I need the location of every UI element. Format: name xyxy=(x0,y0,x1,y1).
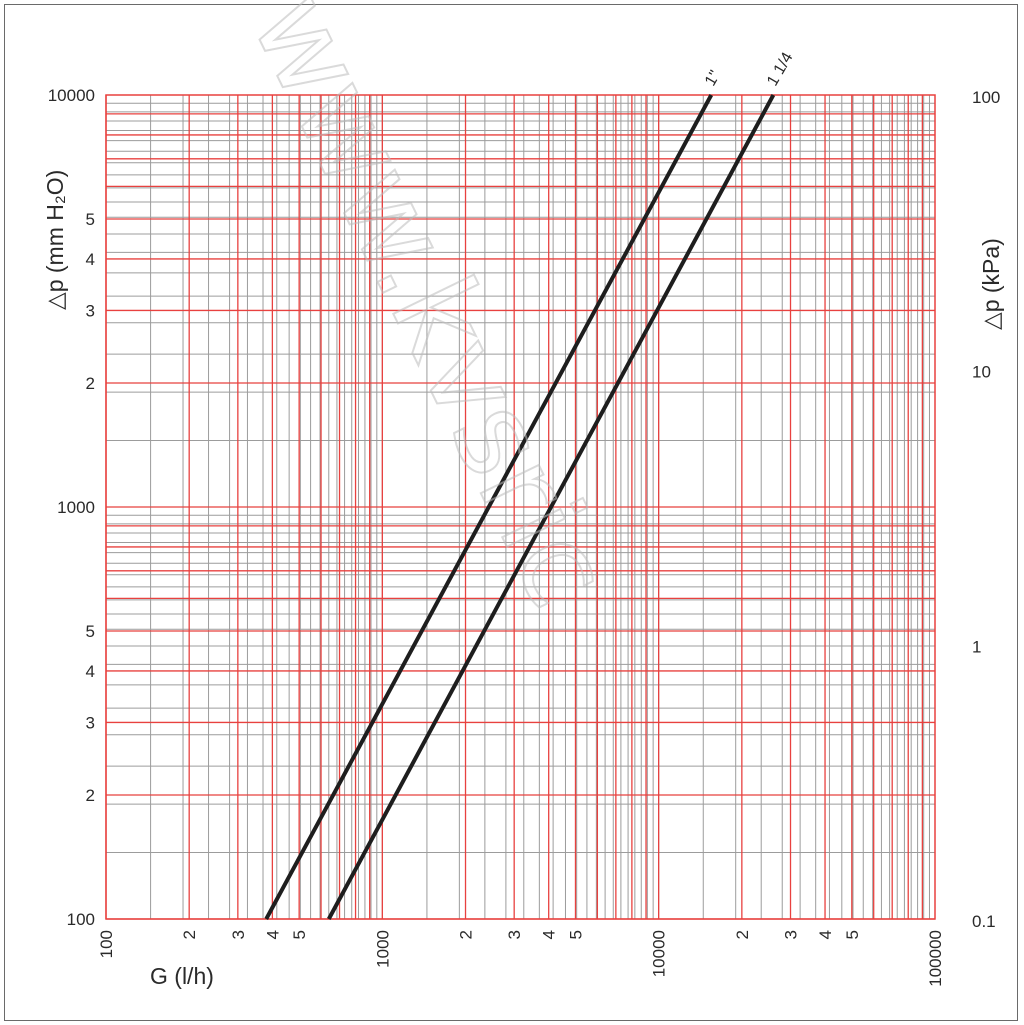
chart-frame xyxy=(4,4,1018,1021)
x-tick-label: 4 xyxy=(540,930,559,939)
x-tick-label: 100000 xyxy=(926,930,945,987)
x-tick-label: 10000 xyxy=(650,930,669,977)
plot-frame xyxy=(105,94,936,920)
x-tick-label: 5 xyxy=(566,930,585,939)
y-tick-label: 2 xyxy=(86,786,95,805)
y2-tick-label: 1 xyxy=(972,637,981,656)
y-tick-label: 10000 xyxy=(48,86,95,105)
x-tick-label: 2 xyxy=(457,930,476,939)
x-tick-label: 3 xyxy=(505,930,524,939)
x-tick-label: 100 xyxy=(97,930,116,958)
x-axis-title: G (l/h) xyxy=(150,963,214,989)
curve-label-1: 1" xyxy=(702,68,724,89)
x-tick-label: 4 xyxy=(816,930,835,939)
curve-line-1 xyxy=(264,94,714,920)
y-tick-label: 3 xyxy=(86,713,95,732)
y-axis-title: △p (mm H₂O) xyxy=(42,170,68,310)
y2-tick-label: 10 xyxy=(972,363,991,382)
y-tick-label: 3 xyxy=(86,301,95,320)
x-tick-label: 2 xyxy=(733,930,752,939)
y2-tick-label: 100 xyxy=(972,88,1000,107)
y-tick-label: 1000 xyxy=(57,498,95,517)
y-tick-label: 5 xyxy=(86,622,95,641)
x-tick-label: 3 xyxy=(782,930,801,939)
grid xyxy=(105,95,935,920)
x-tick-label: 1000 xyxy=(373,930,392,968)
x-tick-label: 2 xyxy=(180,930,199,939)
curve-line-2 xyxy=(327,94,776,920)
y2-axis-title: △p (kPa) xyxy=(978,238,1004,330)
y-tick-label: 100 xyxy=(67,910,95,929)
x-tick-label: 4 xyxy=(263,930,282,939)
x-tick-label: 5 xyxy=(843,930,862,939)
y2-tick-label: 0.1 xyxy=(972,912,996,931)
y-tick-label: 2 xyxy=(86,374,95,393)
curve-label-2: 1 1/4 xyxy=(764,50,797,89)
y-tick-label: 4 xyxy=(86,250,95,269)
y-tick-label: 4 xyxy=(86,662,95,681)
plot-border xyxy=(105,94,936,920)
y-tick-label: 5 xyxy=(86,210,95,229)
x-tick-label: 3 xyxy=(229,930,248,939)
x-tick-label: 5 xyxy=(290,930,309,939)
